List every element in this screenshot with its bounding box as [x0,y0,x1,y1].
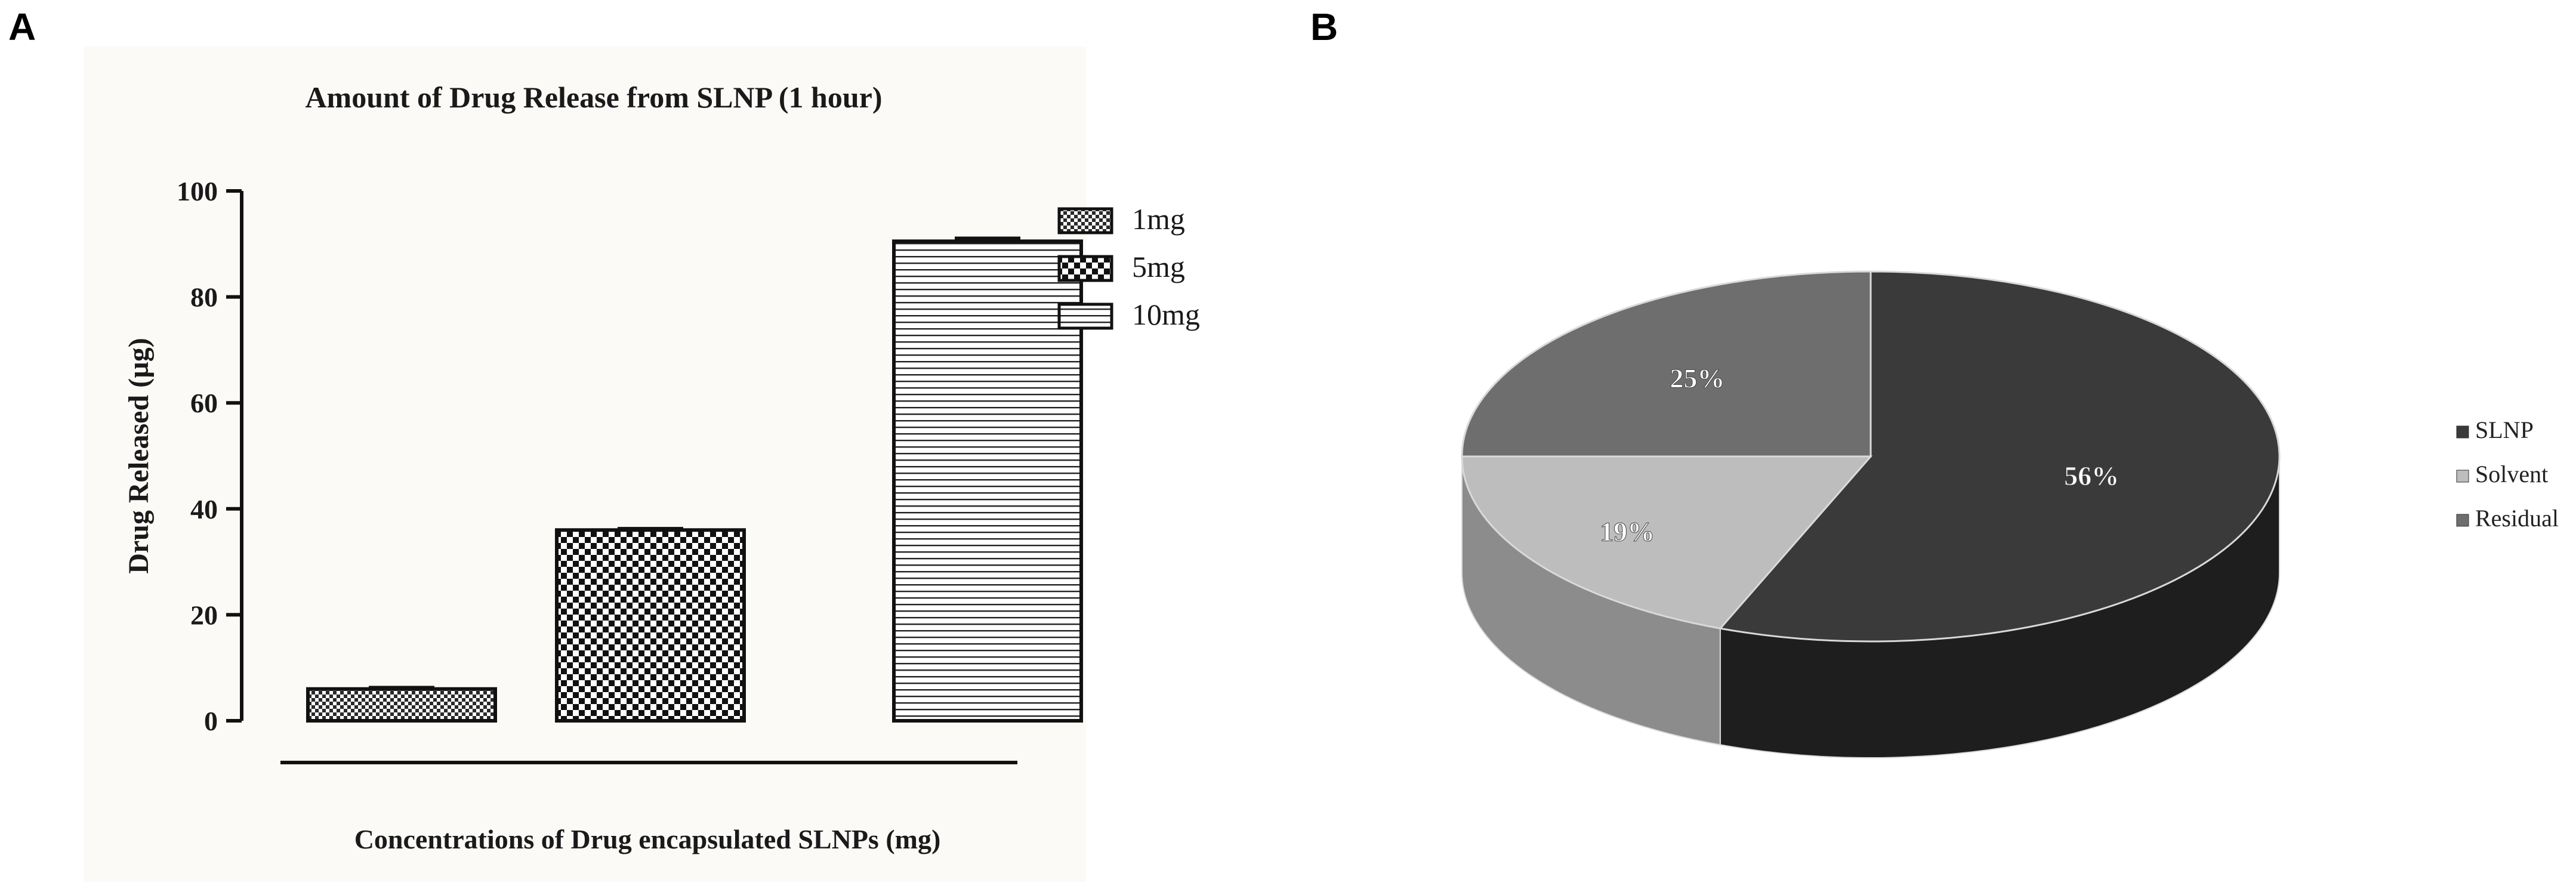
bar-1mg [306,687,497,723]
y-tick-label: 80 [190,282,218,313]
legend-label: Residual [2475,505,2559,532]
bar-5mg [555,528,746,723]
y-tick-label: 0 [204,706,218,736]
legend-label: Solvent [2475,461,2548,487]
legend-swatch [1057,207,1113,234]
legend-label: 10mg [1132,298,1200,331]
pie-slices [1461,270,2281,643]
pie-slice-Solvent [1461,455,1873,629]
pie-legend: SLNP Solvent Residual [2456,416,2559,532]
bars [306,236,1083,723]
panel-label-b: B [1310,5,1338,48]
bar-10mg [892,239,1083,723]
legend-label: SLNP [2475,416,2534,443]
legend-label: 5mg [1132,250,1185,283]
legend-swatch [2456,470,2469,483]
legend-label: 1mg [1132,202,1185,236]
y-tick-label: 20 [190,600,218,630]
y-tick-label: 60 [190,388,218,418]
x-axis-label: Concentrations of Drug encapsulated SLNP… [354,824,941,854]
pie-slice-SLNP [1718,270,2281,643]
chart-title: Amount of Drug Release from SLNP (1 hour… [305,81,882,114]
legend-swatch [2456,425,2469,439]
y-tick-label: 100 [177,176,218,206]
y-axis-label: Drug Released (µg) [123,338,155,574]
legend-swatch [1057,303,1113,330]
bar-chart: Amount of Drug Release from SLNP (1 hour… [123,81,1200,854]
panel-label-a: A [8,5,36,48]
pie-value-label: 56% [2064,461,2119,491]
bar-legend: 1mg 5mg 10mg [1057,202,1200,331]
legend-swatch [2456,514,2469,527]
pie-value-labels: 56% 19% 25% [1600,363,2120,547]
pie-value-label: 25% [1670,363,1724,393]
pie-chart: 56% 19% 25% SLNP Solvent Residual [1461,270,2559,759]
pie-slice-Residual [1461,270,1872,458]
y-tick-label: 40 [190,494,218,524]
legend-swatch [1057,255,1113,282]
pie-value-label: 19% [1600,516,1655,547]
y-ticks: 0 20 40 60 80 100 [177,176,242,736]
